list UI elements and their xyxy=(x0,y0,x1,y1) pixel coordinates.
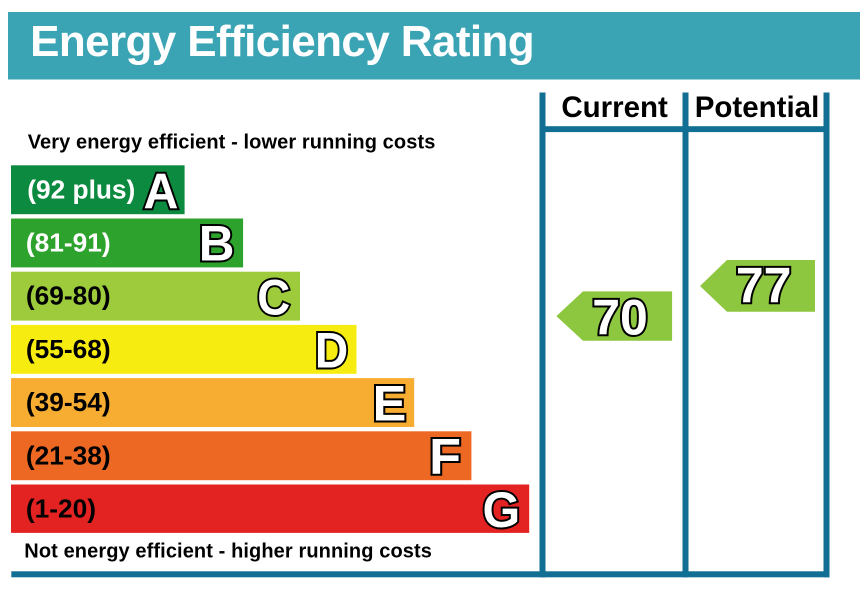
svg-text:(55-68): (55-68) xyxy=(26,334,111,364)
svg-text:(21-38): (21-38) xyxy=(26,440,111,470)
svg-text:Potential: Potential xyxy=(695,91,820,124)
svg-text:(1-20): (1-20) xyxy=(26,494,96,524)
svg-text:G: G xyxy=(483,482,521,538)
svg-text:(92 plus): (92 plus) xyxy=(27,174,135,204)
svg-text:(81-91): (81-91) xyxy=(26,228,111,258)
svg-text:F: F xyxy=(429,428,461,484)
svg-text:E: E xyxy=(373,375,407,431)
svg-text:Energy Efficiency Rating: Energy Efficiency Rating xyxy=(30,17,534,66)
svg-text:D: D xyxy=(315,322,348,378)
svg-text:77: 77 xyxy=(736,257,792,313)
svg-text:B: B xyxy=(199,216,235,272)
svg-text:Current: Current xyxy=(561,91,668,124)
svg-text:(69-80): (69-80) xyxy=(26,281,111,311)
svg-text:70: 70 xyxy=(592,290,648,346)
svg-text:Very energy efficient - lower: Very energy efficient - lower running co… xyxy=(28,131,436,153)
svg-text:A: A xyxy=(144,163,179,219)
svg-text:Not energy efficient - higher: Not energy efficient - higher running co… xyxy=(24,541,432,563)
svg-text:(39-54): (39-54) xyxy=(26,387,111,417)
svg-text:C: C xyxy=(257,269,290,325)
